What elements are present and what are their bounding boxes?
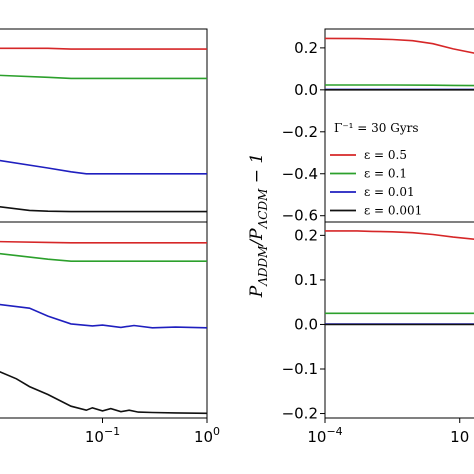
right-top-lines: [324, 37, 474, 91]
left-top-panel: [0, 28, 208, 223]
legend-label: ε = 0.1: [364, 167, 407, 181]
left-top-lines: [0, 47, 207, 213]
right-top-yticks: 0.2 0.0 −0.2 −0.4 −0.6: [282, 39, 325, 225]
right-bottom-xticks: 10−4 10: [307, 418, 469, 446]
left-bottom-series-1-line: [0, 252, 207, 263]
legend-label: ε = 0.01: [364, 185, 415, 199]
left-top-series-0-line: [0, 47, 207, 50]
left-bottom-series-3-line: [0, 370, 208, 415]
ytick-label: 0.1: [294, 271, 318, 289]
ytick-label: −0.4: [282, 165, 318, 183]
ytick-label: −0.1: [282, 360, 318, 378]
right-bottom-lines: [325, 230, 474, 326]
left-bottom-lines: [0, 240, 208, 415]
right-bottom-frame: [324, 221, 474, 419]
legend-title: Γ⁻¹ = 30 Gyrs: [334, 121, 419, 135]
ytick-label: 0.0: [294, 81, 318, 99]
xtick-label: 10−1: [85, 425, 120, 446]
right-top-panel: 0.2 0.0 −0.2 −0.4 −0.6 Γ⁻¹ = 30 Gyrs ε = 0.5 ε…: [282, 28, 474, 225]
right-top-series-0-line: [324, 37, 474, 54]
left-bottom-series-0-line: [0, 240, 207, 244]
ytick-label: −0.2: [282, 405, 318, 423]
xtick-label: 10: [450, 428, 469, 446]
xtick-label: 10−4: [307, 425, 342, 446]
ytick-label: −0.6: [282, 207, 318, 225]
right-bottom-series-0-line: [325, 230, 474, 240]
left-bottom-series-2-line: [0, 303, 208, 329]
left-top-frame: [0, 28, 208, 223]
left-top-series-2-line: [0, 159, 207, 175]
ytick-label: 0.2: [294, 226, 318, 244]
left-bottom-panel: 10−1 100: [0, 221, 220, 446]
ytick-label: 0.2: [294, 39, 318, 57]
ytick-label: −0.2: [282, 123, 318, 141]
legend-label: ε = 0.001: [364, 204, 422, 218]
left-bottom-frame: [0, 221, 208, 419]
legend: Γ⁻¹ = 30 Gyrs ε = 0.5 ε = 0.1 ε = 0.01 ε = 0…: [330, 121, 422, 218]
right-top-series-1-line: [325, 84, 474, 87]
left-top-series-3-line: [0, 206, 207, 213]
right-bottom-yticks: 0.2 0.1 0.0 −0.1 −0.2: [282, 226, 325, 423]
xtick-label: 100: [194, 425, 220, 446]
left-top-series-1-line: [0, 74, 207, 80]
legend-label: ε = 0.5: [364, 148, 407, 162]
left-bottom-xticks: 10−1 100: [85, 418, 220, 446]
y-axis-label: PΛDDM/PΛCDM − 1: [247, 153, 270, 298]
right-bottom-panel: 0.2 0.1 0.0 −0.1 −0.2 10−4 10: [282, 221, 474, 446]
ytick-label: 0.0: [294, 315, 318, 333]
